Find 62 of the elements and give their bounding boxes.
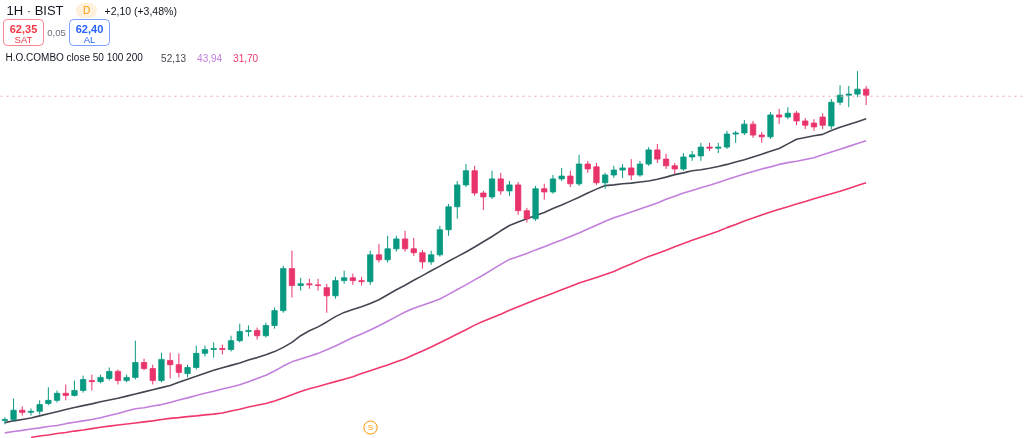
annotation: S: [367, 423, 374, 432]
candlestick: [549, 174, 557, 195]
candlestick: [132, 340, 139, 381]
candlestick: [419, 249, 426, 270]
candlestick: [575, 154, 583, 187]
candlestick: [271, 306, 278, 330]
text: 43,94: [197, 52, 223, 64]
candlestick: [88, 374, 95, 391]
candlestick: [662, 153, 670, 170]
text: 0,05: [47, 26, 66, 38]
candlestick: [471, 165, 478, 197]
candlestick: [167, 352, 174, 379]
candlestick: [697, 142, 704, 162]
chart-title: 1H · BIST: [6, 3, 64, 18]
candlestick: [410, 237, 417, 257]
text: +2,10 (+3,48%): [104, 4, 177, 17]
candlestick: [27, 407, 35, 417]
candlestick: [854, 70, 861, 98]
candlestick: [836, 84, 844, 106]
candlestick: [193, 345, 200, 371]
candlestick: [784, 106, 791, 120]
text: 62,35: [9, 22, 38, 35]
candlestick: [462, 163, 470, 188]
candlestick: [288, 250, 296, 299]
candlestick: [349, 273, 356, 286]
candlestick: [480, 190, 487, 211]
candlestick: [401, 230, 409, 253]
text: AL: [83, 34, 96, 45]
candlestick: [828, 98, 835, 130]
text: 31,70: [233, 52, 259, 64]
candlestick: [332, 276, 339, 300]
text: 62,40: [75, 22, 104, 35]
candlestick: [497, 172, 504, 196]
candlestick: [375, 243, 383, 264]
text: D: [82, 5, 91, 16]
candlestick: [723, 130, 731, 150]
candlestick: [863, 85, 870, 106]
candlestick: [628, 158, 635, 181]
candlestick: [158, 352, 165, 383]
candlestick: [201, 345, 209, 358]
candlestick: [845, 85, 852, 108]
candlestick: [210, 341, 217, 359]
candlestick: [654, 143, 661, 164]
candlestick: [454, 180, 461, 220]
candlestick: [175, 352, 182, 378]
candlestick: [445, 203, 452, 237]
text: 52,13: [161, 52, 187, 64]
text: SAT: [14, 34, 33, 45]
candlestick: [384, 235, 391, 264]
candlestick: [236, 323, 243, 343]
candlestick: [314, 278, 322, 291]
candlestick: [45, 386, 52, 406]
candlestick: [149, 364, 156, 385]
candlestick: [645, 146, 652, 167]
candlestick: [810, 118, 818, 132]
candlestick: [1, 416, 8, 425]
candlestick: [10, 398, 17, 423]
legend-title: H.O.COMBO close 50 100 200: [5, 52, 144, 63]
candlestick: [767, 111, 774, 140]
candlestick: [593, 162, 600, 186]
candlestick: [488, 170, 496, 200]
candlestick: [323, 283, 330, 314]
